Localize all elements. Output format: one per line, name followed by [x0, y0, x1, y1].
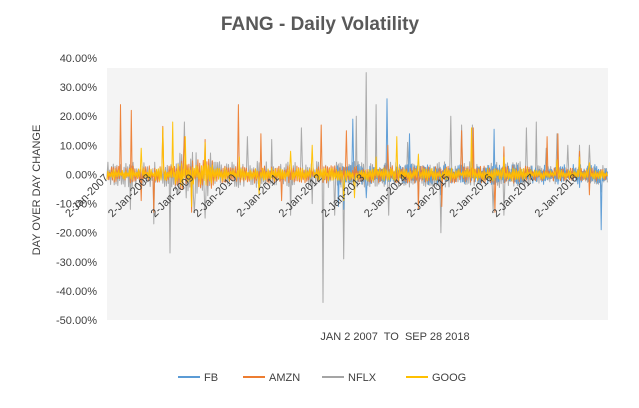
y-tick-label: -20.00%: [56, 228, 97, 240]
y-tick-label: 10.00%: [60, 140, 98, 152]
plot-area: [107, 68, 608, 320]
y-tick-label: -50.00%: [56, 315, 97, 327]
series-line-goog: [106, 121, 608, 207]
y-tick-labels: 40.00% 30.00% 20.00% 10.00% 0.00% -10.00% -20.…: [56, 53, 97, 327]
legend: FB AMZN NFLX GOOG: [178, 372, 466, 384]
legend-label-goog: GOOG: [432, 372, 466, 384]
legend-label-amzn: AMZN: [269, 372, 300, 384]
y-tick-label: 40.00%: [60, 53, 98, 65]
series-layer: [106, 72, 608, 303]
x-axis-label: JAN 2 2007 TO SEP 28 2018: [320, 331, 469, 343]
legend-label-fb: FB: [204, 372, 218, 384]
legend-label-nflx: NFLX: [348, 372, 377, 384]
y-tick-label: 30.00%: [60, 82, 98, 94]
y-tick-label: 0.00%: [66, 169, 97, 181]
y-axis-label: DAY OVER DAY CHANGE: [31, 125, 43, 256]
y-tick-label: -40.00%: [56, 286, 97, 298]
y-tick-label: 20.00%: [60, 111, 98, 123]
y-tick-label: -30.00%: [56, 257, 97, 269]
y-tick-label: -10.00%: [56, 199, 97, 211]
chart-title: FANG - Daily Volatility: [221, 14, 420, 35]
